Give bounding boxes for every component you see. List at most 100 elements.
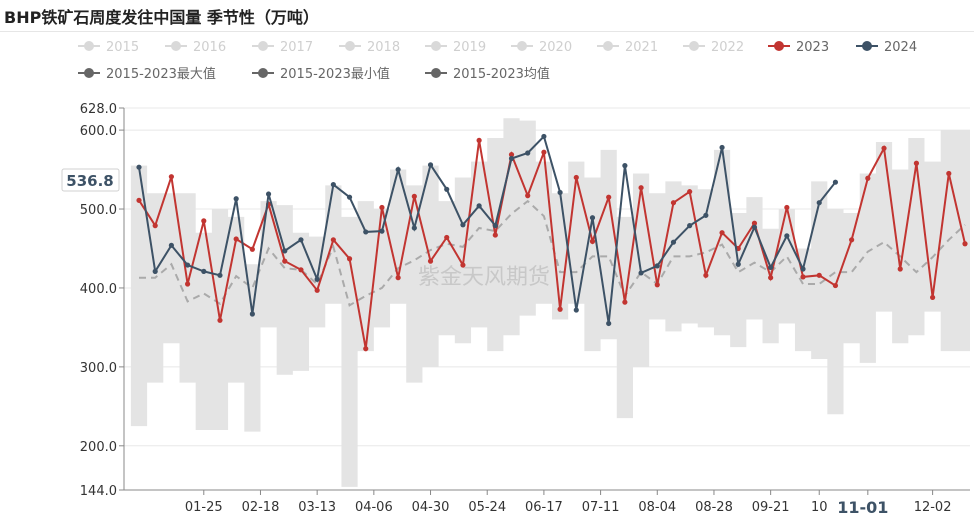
series-2023-point — [525, 193, 531, 199]
y-tick-label: 628.0 — [80, 102, 117, 117]
series-2024-point — [136, 164, 142, 170]
series-2023-point — [298, 267, 304, 273]
legend-label-2017: 2017 — [280, 40, 313, 55]
x-tick-label: 01-25 — [185, 500, 223, 515]
series-2023-line — [138, 140, 966, 349]
axes: 628.0 600.0 500.0 400.0 300.0 200.0 144.0 01-25… — [80, 102, 970, 517]
series-2024-point — [622, 163, 628, 169]
series-2024-point — [557, 189, 563, 196]
series-2024-point — [427, 162, 434, 168]
series-2023-point — [784, 204, 790, 211]
series-2023-point — [751, 220, 758, 226]
series-2024-point — [249, 311, 255, 317]
series-2023-point — [589, 238, 596, 244]
series-2023-point — [427, 258, 434, 264]
legend: 2015 2016 2017 2018 2019 2020 2021 2022 2023 2024… — [78, 40, 917, 82]
series-avg-line — [139, 199, 966, 307]
x-tick-label: 03-13 — [298, 500, 336, 515]
series-2023-point — [622, 299, 628, 305]
series-2024-point — [654, 263, 660, 269]
legend-label-2023: 2023 — [796, 40, 829, 55]
legend-marker-2020 — [517, 41, 527, 51]
legend-label-2015: 2015 — [106, 40, 139, 55]
series-2023-point — [152, 222, 158, 229]
series-2024-point — [541, 133, 547, 140]
series-2023-point — [881, 145, 887, 151]
x-tick-label: 06-17 — [525, 500, 563, 515]
series-2023-point — [670, 200, 677, 206]
series-2024-point — [719, 144, 725, 151]
series-2023-point — [508, 151, 515, 158]
series-2023-point — [282, 258, 288, 264]
series-2023-point — [314, 287, 320, 293]
axis-pointer: 536.8 — [61, 168, 120, 192]
x-tick-label: 10 — [811, 500, 828, 515]
legend-marker-2021 — [603, 41, 613, 51]
title-divider — [0, 31, 974, 32]
x-tick-label: 04-30 — [412, 500, 450, 515]
legend-marker-2024 — [862, 41, 872, 51]
series-2024-line — [138, 134, 837, 324]
legend-label-stat: 2015-2023均值 — [453, 66, 550, 82]
series-2024-point — [768, 264, 774, 271]
series-2024-point — [184, 262, 191, 268]
y-tick-label: 300.0 — [80, 361, 117, 376]
y-tick-label: 200.0 — [80, 440, 117, 455]
series-2023-point — [379, 204, 385, 211]
x-tick-label: 12-02 — [914, 500, 952, 515]
series-2023-point — [346, 256, 353, 262]
min-max-band — [130, 118, 970, 487]
series-2024-point — [314, 276, 320, 282]
series-2024-point — [363, 229, 369, 235]
legend-marker-2023 — [774, 41, 784, 51]
series-2023-point — [201, 218, 207, 224]
x-tick-label-highlight: 11-01 — [837, 498, 888, 517]
x-tick-label: 02-18 — [242, 500, 280, 515]
series-lines — [136, 133, 968, 352]
series-2023-point — [476, 137, 482, 143]
legend-marker-2015 — [84, 41, 94, 51]
x-tick-label: 05-24 — [468, 500, 506, 515]
series-2023-point — [168, 174, 174, 180]
series-2024-point — [816, 200, 822, 206]
series-2023-point — [411, 193, 417, 199]
series-2023-point — [897, 266, 903, 272]
legend-label-stat: 2015-2023最小值 — [280, 66, 390, 82]
series-2024-point — [573, 307, 579, 313]
legend-marker-stat — [258, 68, 268, 78]
legend-label-2024: 2024 — [884, 40, 917, 55]
legend-label-2016: 2016 — [193, 40, 226, 55]
series-2024-point — [298, 237, 304, 243]
axis-pointer-value: 536.8 — [66, 172, 113, 190]
legend-label-2018: 2018 — [367, 40, 400, 55]
series-2024-point — [735, 261, 741, 267]
series-2024-point — [638, 270, 644, 276]
series-2023-point — [687, 189, 693, 195]
series-2024-point — [589, 215, 596, 221]
x-tick-label: 08-28 — [695, 500, 733, 515]
series-2023-point — [541, 149, 547, 155]
series-2024-point — [508, 155, 515, 162]
legend-marker-2018 — [345, 41, 355, 51]
series-2024-point — [379, 228, 385, 234]
series-2024-point — [282, 248, 288, 254]
series-2024-point — [201, 268, 207, 274]
legend-label-stat: 2015-2023最大值 — [106, 66, 216, 82]
legend-marker-2022 — [689, 41, 699, 51]
series-2023-point — [719, 230, 725, 236]
series-2023-point — [330, 237, 336, 243]
series-2024-point — [233, 196, 239, 202]
series-2024-point — [670, 239, 677, 245]
series-2023-point — [768, 275, 774, 281]
series-2023-point — [946, 170, 952, 177]
series-2023-point — [913, 160, 920, 166]
series-2024-point — [800, 266, 806, 272]
y-tick-label: 144.0 — [80, 484, 117, 499]
watermark-text: 紫金天风期货 — [418, 265, 550, 290]
x-tick-label: 07-11 — [582, 500, 620, 515]
series-2024-point — [832, 179, 839, 185]
series-2023-point — [573, 174, 579, 181]
series-2023-point — [703, 272, 709, 278]
series-2023-point — [492, 232, 498, 238]
series-2023-point — [606, 194, 612, 200]
